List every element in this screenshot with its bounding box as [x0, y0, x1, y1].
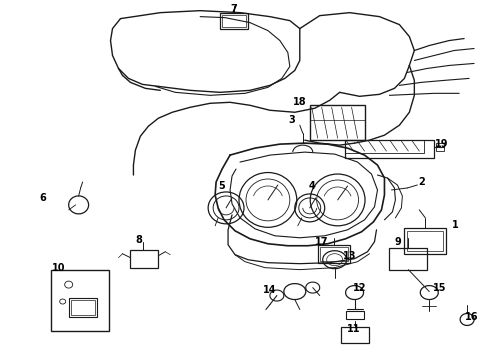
Text: 5: 5	[219, 181, 225, 191]
Text: 3: 3	[289, 115, 295, 125]
Text: 1: 1	[452, 220, 459, 230]
Bar	[222, 15, 246, 27]
Bar	[344, 140, 434, 158]
Bar	[390, 248, 427, 270]
Bar	[345, 311, 364, 319]
Bar	[69, 298, 97, 318]
Bar	[71, 300, 95, 315]
Text: 8: 8	[135, 235, 142, 245]
Text: 6: 6	[39, 193, 46, 203]
Bar	[404, 228, 446, 254]
Text: 7: 7	[231, 4, 238, 14]
Bar	[436, 143, 444, 151]
Bar	[130, 250, 158, 268]
Text: 9: 9	[394, 237, 401, 247]
Text: 17: 17	[315, 237, 328, 247]
Bar	[344, 140, 424, 153]
Text: 4: 4	[308, 181, 315, 191]
Bar	[310, 105, 365, 140]
Text: 19: 19	[435, 139, 448, 149]
Text: 16: 16	[466, 312, 479, 323]
Text: 18: 18	[293, 97, 307, 107]
Text: 11: 11	[347, 324, 360, 334]
Text: 10: 10	[52, 263, 66, 273]
Bar	[51, 270, 108, 332]
Bar	[319, 247, 347, 261]
Text: 13: 13	[343, 251, 356, 261]
Bar	[407, 231, 443, 251]
Text: 2: 2	[418, 177, 425, 187]
Bar	[220, 13, 248, 28]
Text: 15: 15	[433, 283, 446, 293]
Text: 14: 14	[263, 284, 277, 294]
Bar	[341, 328, 368, 343]
Bar	[318, 245, 349, 263]
Text: 12: 12	[353, 283, 367, 293]
